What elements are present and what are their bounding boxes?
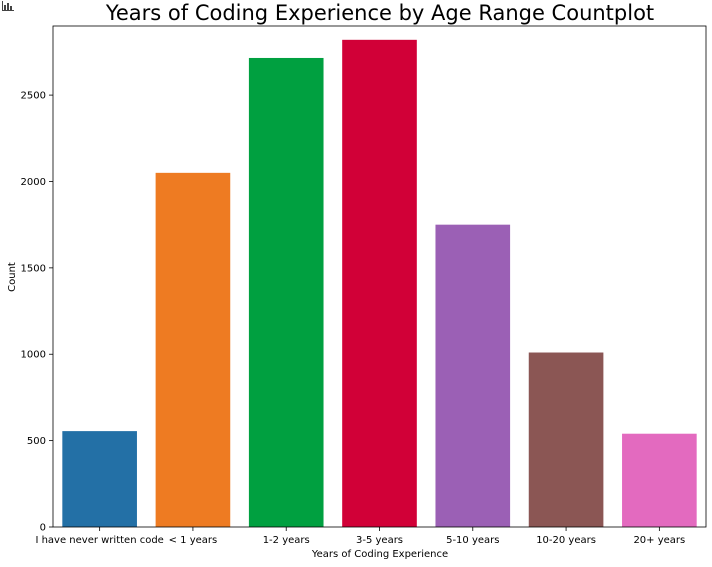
y-tick-label-0: 0 <box>40 523 46 534</box>
x-ticks-layer: I have never written code < 1 years 1-2 ye… <box>35 527 685 546</box>
y-tick-label-5: 2500 <box>21 91 46 102</box>
x-axis-label: Years of Coding Experience <box>311 549 448 560</box>
x-tick-label-1: < 1 years <box>169 535 218 546</box>
y-tick-label-3: 1500 <box>21 263 46 274</box>
bar-4 <box>435 224 511 527</box>
x-tick-label-2: 1-2 years <box>263 535 310 546</box>
bar-5 <box>528 352 604 527</box>
x-tick-label-4: 5-10 years <box>446 535 499 546</box>
bar-3 <box>342 39 417 528</box>
bar-6 <box>622 433 697 527</box>
y-tick-label-4: 2000 <box>21 177 46 188</box>
x-tick-label-6: 20+ years <box>633 535 685 546</box>
bar-chart-icon <box>2 1 14 11</box>
bar-2 <box>248 57 324 527</box>
y-ticks-layer: 0 500 1000 1500 2000 2500 <box>21 91 53 534</box>
y-tick-label-1: 500 <box>27 436 46 447</box>
x-tick-label-3: 3-5 years <box>356 535 403 546</box>
bar-1 <box>155 172 231 527</box>
x-tick-label-5: 10-20 years <box>536 535 596 546</box>
bars-layer <box>62 39 697 528</box>
y-axis-label: Count <box>7 262 18 292</box>
x-tick-label-0: I have never written code <box>35 535 163 546</box>
y-tick-label-2: 1000 <box>21 350 46 361</box>
chart-title: Years of Coding Experience by Age Range … <box>105 1 655 25</box>
bar-0 <box>62 431 137 527</box>
